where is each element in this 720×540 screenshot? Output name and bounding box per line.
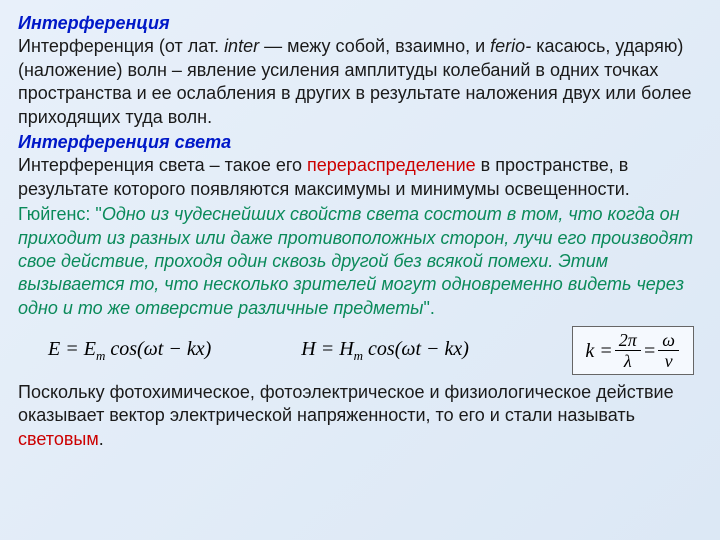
- s1-mid1: — межу собой, взаимно, и: [259, 36, 490, 56]
- s3-post: .: [99, 429, 104, 449]
- section-1-title: Интерференция: [18, 13, 170, 33]
- formula-k-box: k = 2πλ = ωv: [572, 326, 694, 375]
- quote-lead: Гюйгенс: ": [18, 204, 102, 224]
- s1-pre: Интерференция (от лат.: [18, 36, 224, 56]
- k-f1-den: λ: [615, 351, 641, 370]
- quote-block: Гюйгенс: "Одно из чудеснейших свойств св…: [18, 203, 702, 320]
- s3-accent: световым: [18, 429, 99, 449]
- h-sub: H: [339, 338, 353, 360]
- section-2-title: Интерференция света: [18, 132, 231, 152]
- k-frac2: ωv: [658, 331, 679, 370]
- s1-etym1: inter: [224, 36, 259, 56]
- e-sub: E: [84, 338, 96, 360]
- e-subscript: m: [96, 348, 105, 363]
- k-frac1: 2πλ: [615, 331, 641, 370]
- s2-pre: Интерференция света – такое его: [18, 155, 307, 175]
- formula-row: E = Em cos(ωt − kx) H = Hm cos(ωt − kx) …: [18, 326, 702, 375]
- section-3: Поскольку фотохимическое, фотоэлектричес…: [18, 381, 702, 451]
- slide-content: Интерференция Интерференция (от лат. int…: [0, 0, 720, 540]
- s1-etym2: ferio-: [490, 36, 531, 56]
- h-subscript: m: [354, 348, 363, 363]
- quote-text: Одно из чудеснейших свойств света состои…: [18, 204, 693, 318]
- formula-h: H = Hm cos(ωt − kx): [301, 336, 469, 365]
- k-lhs: k =: [585, 338, 612, 364]
- s3-pre: Поскольку фотохимическое, фотоэлектричес…: [18, 382, 674, 425]
- h-arg: cos(ωt − kx): [363, 338, 469, 360]
- k-eq: =: [643, 338, 657, 364]
- h-lhs: H =: [301, 338, 339, 360]
- section-2: Интерференция света Интерференция света …: [18, 131, 702, 201]
- formula-e: E = Em cos(ωt − kx): [48, 336, 211, 365]
- quote-close: ".: [423, 298, 434, 318]
- k-f1-num: 2π: [615, 331, 641, 351]
- s2-accent: перераспределение: [307, 155, 476, 175]
- section-1: Интерференция Интерференция (от лат. int…: [18, 12, 702, 129]
- k-f2-num: ω: [658, 331, 679, 351]
- e-lhs: E =: [48, 338, 84, 360]
- section-2-text: Интерференция света – такое его перерасп…: [18, 155, 630, 198]
- e-arg: cos(ωt − kx): [105, 338, 211, 360]
- section-1-text: Интерференция (от лат. inter — межу собо…: [18, 36, 691, 126]
- k-f2-den: v: [658, 351, 679, 370]
